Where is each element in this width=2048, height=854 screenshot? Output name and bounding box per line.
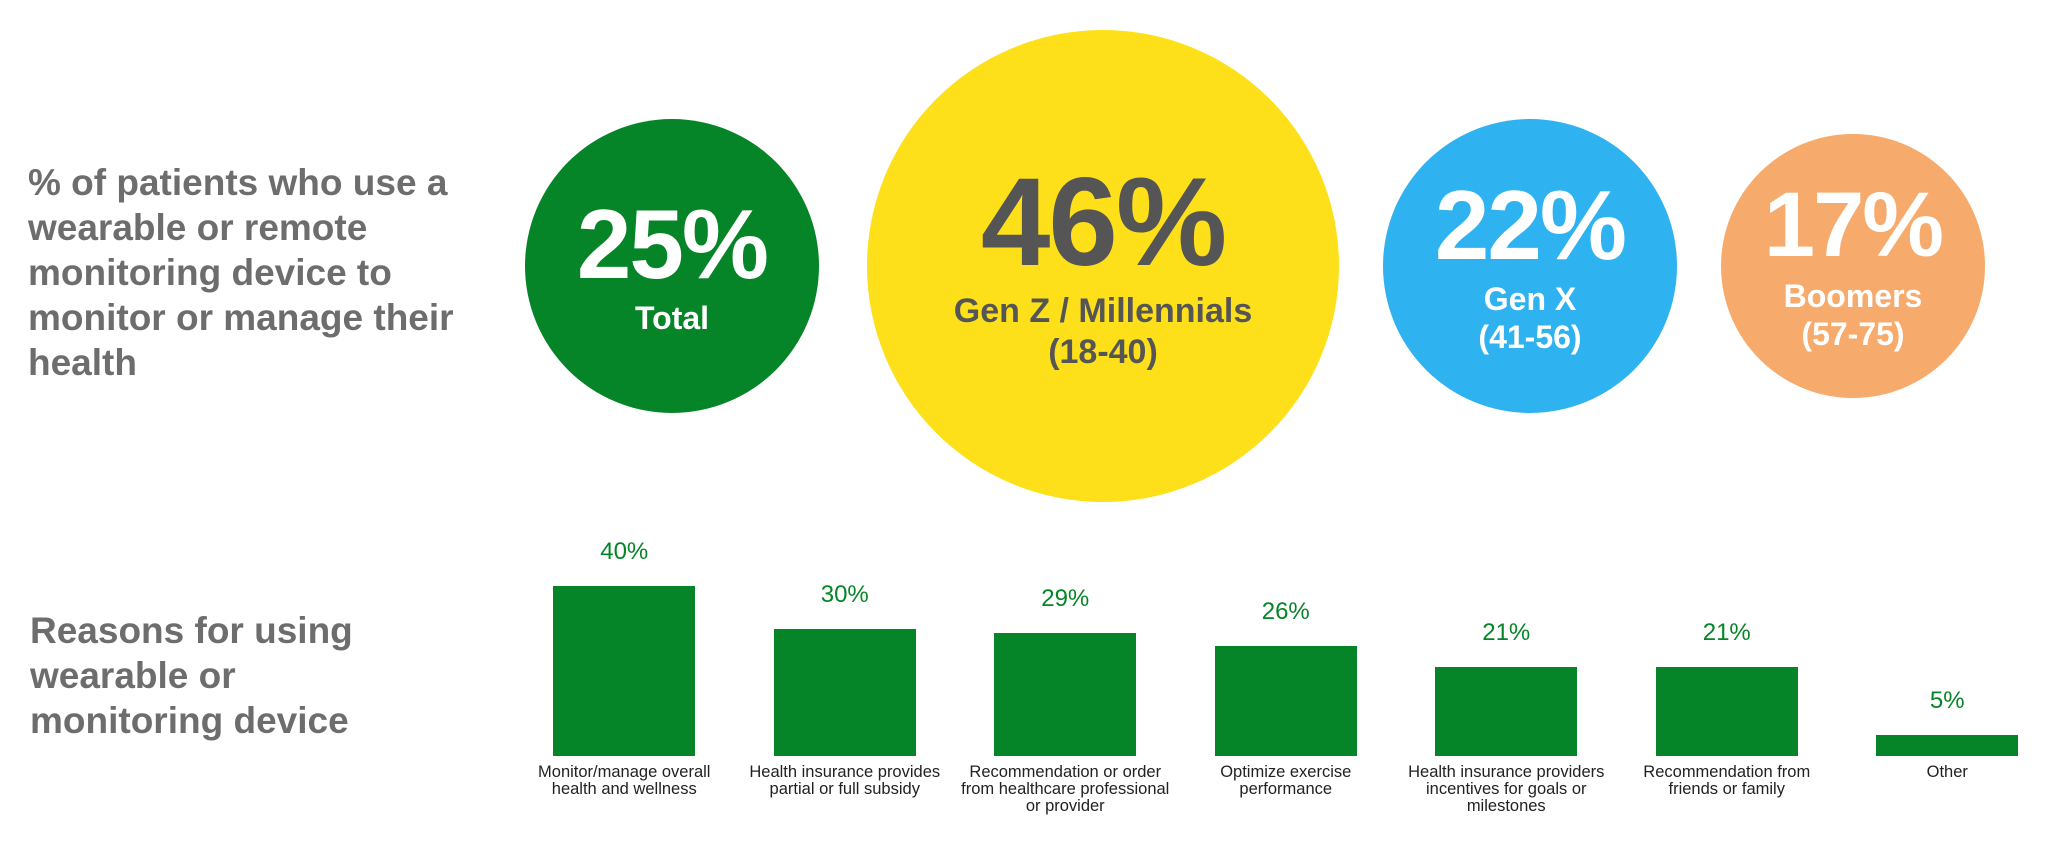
- stat-circle: 25% Total: [525, 119, 819, 413]
- bar: [994, 632, 1137, 756]
- stat-circle: 46% Gen Z / Millennials (18-40): [867, 30, 1339, 502]
- bar: [1435, 666, 1578, 756]
- category-label: Health insurance providers incentives fo…: [1408, 763, 1605, 815]
- bar: [1655, 666, 1798, 756]
- category-label: Health insurance provides partial or ful…: [749, 763, 941, 798]
- category-label: Recommendation from friends or family: [1643, 763, 1811, 798]
- stat-label: Gen Z / Millennials (18-40): [953, 291, 1253, 371]
- stat-value: 22%: [1434, 169, 1627, 280]
- bar: [553, 586, 696, 756]
- value-label: 30%: [820, 580, 869, 608]
- category-label: Optimize exercise performance: [1220, 763, 1352, 798]
- category-label: Other: [1926, 763, 1968, 781]
- category-label: Monitor/manage overall health and wellne…: [538, 763, 711, 798]
- stat-label: Gen X (41-56): [1478, 280, 1582, 355]
- stat-value: 17%: [1763, 173, 1944, 276]
- stat-value: 25%: [576, 188, 769, 299]
- headline: % of patients who use a wearable or remo…: [28, 162, 454, 383]
- value-label: 29%: [1041, 584, 1090, 612]
- stat-circle: 22% Gen X (41-56): [1383, 119, 1677, 413]
- stat-label: Total: [634, 299, 710, 336]
- value-label: 26%: [1261, 597, 1310, 625]
- stat-value: 46%: [980, 152, 1227, 292]
- stat-circle: 17% Boomers (57-75): [1721, 134, 1985, 398]
- value-label: 21%: [1702, 618, 1751, 646]
- bar: [773, 628, 916, 756]
- value-label: 21%: [1482, 618, 1531, 646]
- value-label: 5%: [1929, 686, 1965, 714]
- stat-label: Boomers (57-75): [1783, 277, 1923, 352]
- category-label: Recommendation or order from healthcare …: [961, 763, 1170, 815]
- value-label: 40%: [600, 538, 649, 565]
- chart-title: Reasons for using wearable or monitoring…: [30, 610, 353, 741]
- bar: [1876, 734, 2019, 756]
- bar: [1214, 645, 1357, 756]
